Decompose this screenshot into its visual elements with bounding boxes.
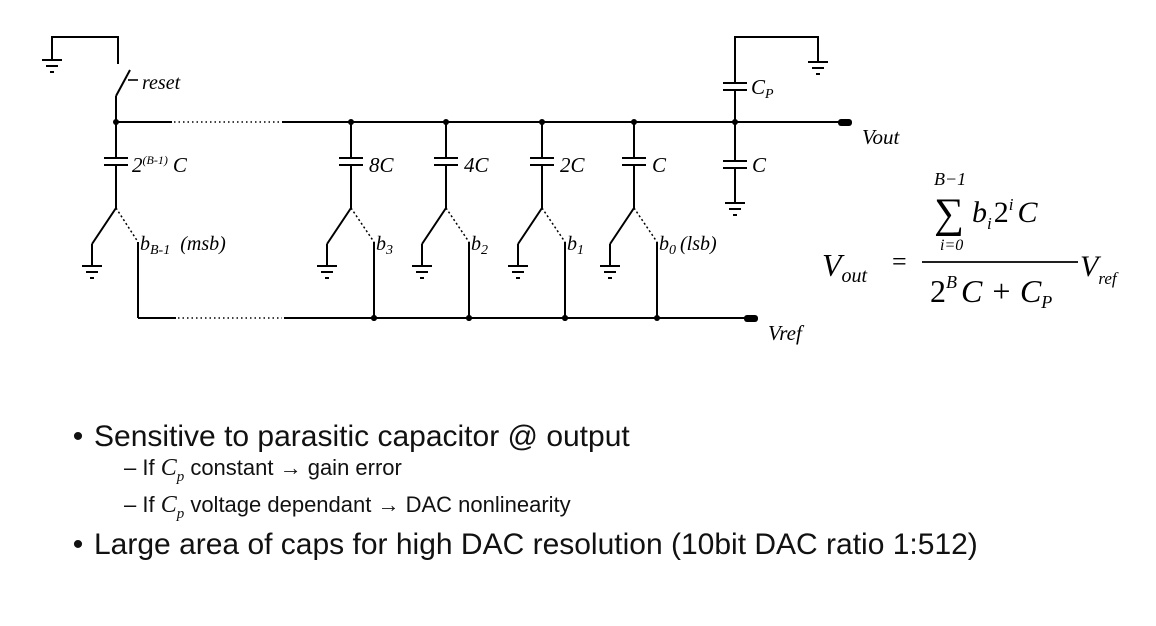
bit-branch: Cb0 (lsb) xyxy=(600,122,717,321)
formula-equals: = xyxy=(892,247,907,276)
termination-capacitor: C xyxy=(723,122,767,216)
sum-symbol: ∑ xyxy=(934,191,964,237)
numerator-terms: bi2i C xyxy=(972,195,1038,233)
reset-switch: reset xyxy=(42,36,181,122)
reset-label: reset xyxy=(142,72,181,94)
capacitor-dac-schematic: reset Vout CP C xyxy=(42,36,1119,345)
vout-rail: Vout xyxy=(113,119,901,149)
bullet-text: Sensitive to parasitic capacitor @ outpu… xyxy=(94,420,630,453)
formula-rhs: Vref xyxy=(1080,250,1119,288)
switch-label: b2 xyxy=(471,233,488,258)
msb-cap-label: 2(B-1) C xyxy=(132,153,188,177)
sum-lower-limit: i=0 xyxy=(940,237,963,254)
vout-formula: Vout = B−1 ∑ i=0 bi2i C 2B C + CP Vref xyxy=(822,169,1119,312)
bullet-text: Large area of caps for high DAC resoluti… xyxy=(94,527,978,561)
parasitic-capacitor: CP xyxy=(723,36,828,122)
sub-bullet-gain-error: – If Cp constant → gain error xyxy=(124,455,402,485)
bullet-mark: • xyxy=(72,527,84,561)
vref-label: Vref xyxy=(768,321,805,345)
bit-branch: 2C b1 xyxy=(508,122,586,321)
bit-branches: 8C b3 4C b2 2C b1 Cb0 (lsb) xyxy=(317,122,717,321)
bit-branch: 8C b3 xyxy=(317,122,395,321)
parasitic-cap-label: CP xyxy=(751,75,774,102)
termination-cap-label: C xyxy=(752,153,767,177)
vout-terminal xyxy=(838,119,852,126)
cap-label: 4C xyxy=(464,153,490,177)
switch-label: b1 xyxy=(567,233,584,258)
cap-label: C xyxy=(652,153,667,177)
formula-lhs: Vout xyxy=(822,247,868,287)
bit-branch: 4C b2 xyxy=(412,122,490,321)
bullet-list: • Sensitive to parasitic capacitor @ out… xyxy=(62,420,1122,562)
switch-label: b3 xyxy=(376,233,393,258)
bullet-parasitic: • Sensitive to parasitic capacitor @ out… xyxy=(62,420,1122,454)
msb-switch-label: bB-1 (msb) xyxy=(140,233,226,258)
bullet-mark: • xyxy=(72,420,84,453)
vout-label: Vout xyxy=(862,125,901,149)
cap-label: 2C xyxy=(560,153,586,177)
denominator-terms: 2B C + CP xyxy=(930,272,1052,312)
vref-terminal xyxy=(744,315,758,322)
cap-label: 8C xyxy=(369,153,395,177)
bullet-large-area: • Large area of caps for high DAC resolu… xyxy=(62,528,1122,562)
sub-bullet-nonlinearity: – If Cp voltage dependant → DAC nonlinea… xyxy=(124,491,571,522)
sum-upper-limit: B−1 xyxy=(934,169,966,189)
msb-branch: 2(B-1) C bB-1 (msb) xyxy=(82,122,226,318)
switch-label: b0 (lsb) xyxy=(659,233,717,258)
